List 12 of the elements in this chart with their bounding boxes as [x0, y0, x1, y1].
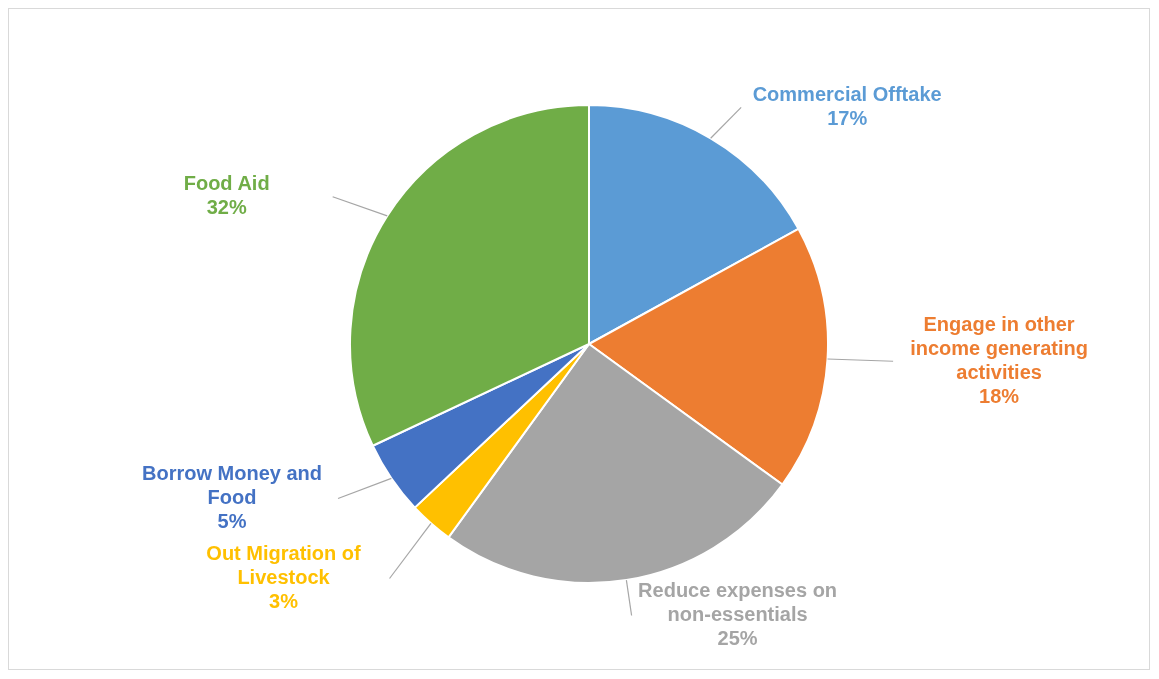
- slice-label: Engage in other income generating activities: [910, 312, 1088, 383]
- slice-label: Borrow Money and Food: [142, 462, 323, 508]
- slice-label: Reduce expenses on non-essentials: [638, 578, 838, 625]
- slice-label: Out Migration of Livestock: [206, 542, 362, 588]
- data-label: 3%: [269, 590, 299, 612]
- slice-label: Commercial Offtake: [752, 82, 942, 105]
- data-label: 25%: [717, 626, 758, 649]
- data-label: 5%: [217, 510, 247, 532]
- data-label: 32%: [206, 196, 247, 219]
- slice-label: Food Aid: [183, 172, 270, 195]
- data-label: 18%: [979, 384, 1020, 407]
- data-label: 17%: [827, 106, 868, 129]
